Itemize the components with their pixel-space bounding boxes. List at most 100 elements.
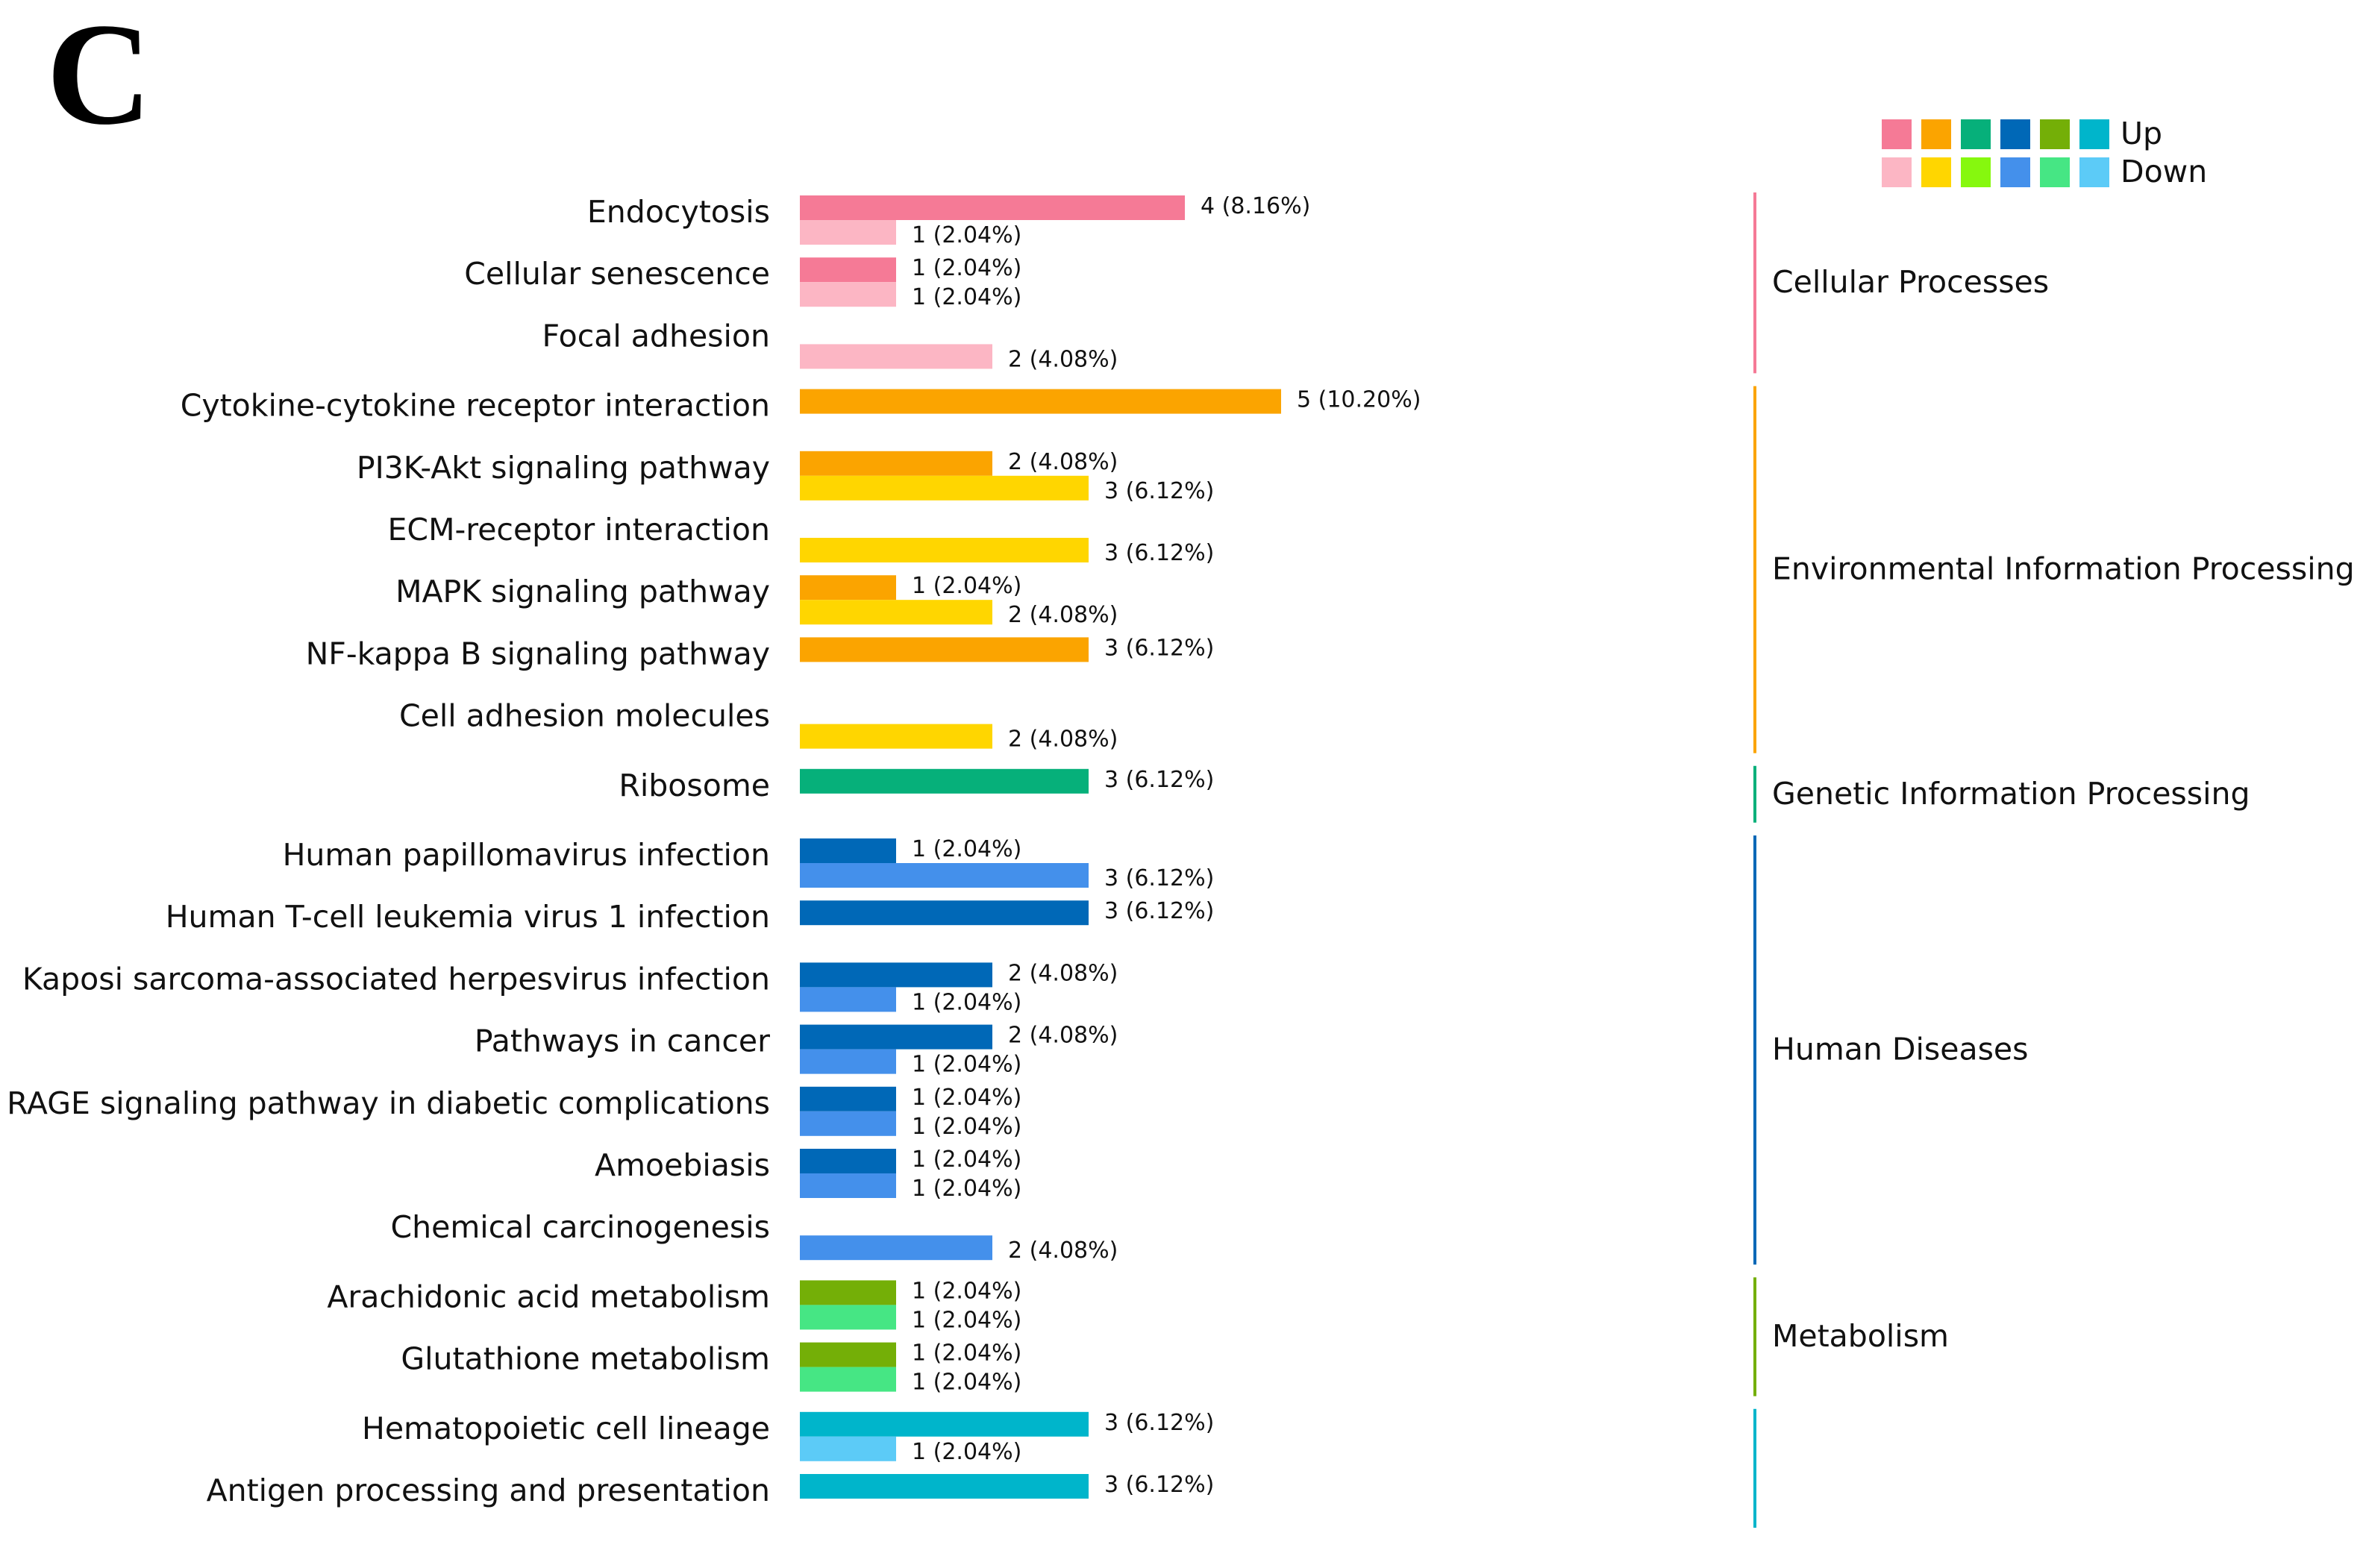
category-label-human-t-cell-leukemia-virus-1-infection: Human T-cell leukemia virus 1 infection [166, 899, 770, 935]
value-label-down-rage-signaling-pathway-in-diabetic-complications: 1 (2.04%) [912, 1114, 1021, 1140]
value-label-down-kaposi-sarcoma-associated-herpesvirus-infection: 1 (2.04%) [912, 989, 1021, 1015]
bar-up-ribosome [800, 768, 1089, 794]
value-label-down-arachidonic-acid-metabolism: 1 (2.04%) [912, 1307, 1021, 1333]
value-label-up-hematopoietic-cell-lineage: 3 (6.12%) [1104, 1410, 1214, 1436]
bar-up-kaposi-sarcoma-associated-herpesvirus-infection [800, 962, 992, 988]
bar-up-pathways-in-cancer [800, 1024, 992, 1050]
bar-up-arachidonic-acid-metabolism [800, 1280, 896, 1305]
category-label-pi3k-akt-signaling-pathway: PI3K-Akt signaling pathway [357, 450, 770, 486]
category-label-nf-kappa-b-signaling-pathway: NF-kappa B signaling pathway [306, 636, 770, 671]
category-label-kaposi-sarcoma-associated-herpesvirus-infection: Kaposi sarcoma-associated herpesvirus in… [22, 961, 770, 997]
value-label-down-endocytosis: 1 (2.04%) [912, 222, 1021, 248]
bar-down-pi3k-akt-signaling-pathway [800, 475, 1089, 501]
value-label-up-amoebiasis: 1 (2.04%) [912, 1147, 1021, 1173]
legend-swatch-down [2040, 157, 2070, 187]
legend-swatch-down [1921, 157, 1951, 187]
category-label-human-papillomavirus-infection: Human papillomavirus infection [283, 837, 770, 873]
bar-up-pi3k-akt-signaling-pathway [800, 451, 992, 476]
value-label-up-mapk-signaling-pathway: 1 (2.04%) [912, 573, 1021, 599]
value-label-up-cellular-senescence: 1 (2.04%) [912, 255, 1021, 281]
bar-down-arachidonic-acid-metabolism [800, 1305, 896, 1330]
bar-up-cellular-senescence [800, 257, 896, 283]
bar-up-hematopoietic-cell-lineage [800, 1411, 1089, 1437]
category-label-ribosome: Ribosome [619, 768, 770, 803]
bar-down-cell-adhesion-molecules [800, 724, 992, 749]
legend-swatch-up [2040, 119, 2070, 149]
value-label-down-focal-adhesion: 2 (4.08%) [1008, 346, 1118, 372]
value-label-up-arachidonic-acid-metabolism: 1 (2.04%) [912, 1278, 1021, 1304]
group-label-human-diseases: Human Diseases [1772, 1032, 2029, 1067]
category-label-pathways-in-cancer: Pathways in cancer [475, 1023, 770, 1059]
bar-up-antigen-processing-and-presentation [800, 1474, 1089, 1499]
value-label-down-hematopoietic-cell-lineage: 1 (2.04%) [912, 1439, 1021, 1465]
bar-down-human-papillomavirus-infection [800, 863, 1089, 888]
category-label-endocytosis: Endocytosis [587, 194, 770, 230]
legend-swatch-up [2079, 119, 2109, 149]
bar-down-pathways-in-cancer [800, 1049, 896, 1074]
legend-swatch-up [2000, 119, 2030, 149]
group-label-metabolism: Metabolism [1772, 1318, 1949, 1354]
group-brackets: Cellular Processes Environmental Informat… [1753, 192, 2355, 1528]
value-label-down-glutathione-metabolism: 1 (2.04%) [912, 1370, 1021, 1396]
bar-up-cytokine-cytokine-receptor-interaction [800, 389, 1281, 414]
bar-down-focal-adhesion [800, 344, 992, 369]
value-label-down-human-papillomavirus-infection: 3 (6.12%) [1104, 865, 1214, 891]
category-label-focal-adhesion: Focal adhesion [542, 318, 770, 354]
legend-swatch-down [2079, 157, 2109, 187]
legend-swatch-down [1961, 157, 1991, 187]
bar-down-ecm-receptor-interaction [800, 538, 1089, 562]
value-label-down-chemical-carcinogenesis: 2 (4.08%) [1008, 1238, 1118, 1264]
bar-area: Endocytosis 4 (8.16%) 1 (2.04%) Cellular se… [7, 193, 1421, 1508]
bar-up-glutathione-metabolism [800, 1342, 896, 1367]
value-label-up-antigen-processing-and-presentation: 3 (6.12%) [1104, 1472, 1214, 1498]
legend-swatch-down [2000, 157, 2030, 187]
legend-up-label: Up [2121, 116, 2162, 151]
bar-up-human-t-cell-leukemia-virus-1-infection [800, 900, 1089, 926]
bar-down-chemical-carcinogenesis [800, 1235, 992, 1261]
category-label-arachidonic-acid-metabolism: Arachidonic acid metabolism [327, 1279, 770, 1314]
category-label-cytokine-cytokine-receptor-interaction: Cytokine-cytokine receptor interaction [181, 388, 770, 424]
value-label-down-cellular-senescence: 1 (2.04%) [912, 284, 1021, 310]
category-label-hematopoietic-cell-lineage: Hematopoietic cell lineage [362, 1411, 770, 1446]
legend-swatch-down [1882, 157, 1912, 187]
bar-up-amoebiasis [800, 1149, 896, 1173]
bar-up-mapk-signaling-pathway [800, 575, 896, 600]
category-label-rage-signaling-pathway-in-diabetic-complications: RAGE signaling pathway in diabetic compl… [7, 1085, 770, 1121]
legend-down-label: Down [2121, 154, 2207, 189]
category-label-chemical-carcinogenesis: Chemical carcinogenesis [391, 1209, 770, 1245]
category-label-mapk-signaling-pathway: MAPK signaling pathway [395, 574, 770, 609]
group-label-environmental-information-processing: Environmental Information Processing [1772, 551, 2355, 587]
value-label-up-ribosome: 3 (6.12%) [1104, 767, 1214, 793]
value-label-down-pi3k-akt-signaling-pathway: 3 (6.12%) [1104, 478, 1214, 504]
value-label-up-nf-kappa-b-signaling-pathway: 3 (6.12%) [1104, 635, 1214, 661]
category-label-antigen-processing-and-presentation: Antigen processing and presentation [207, 1473, 770, 1508]
bar-up-human-papillomavirus-infection [800, 838, 896, 863]
category-label-cell-adhesion-molecules: Cell adhesion molecules [399, 698, 770, 734]
bar-down-cellular-senescence [800, 282, 896, 307]
value-label-down-amoebiasis: 1 (2.04%) [912, 1176, 1021, 1202]
value-label-down-pathways-in-cancer: 1 (2.04%) [912, 1052, 1021, 1078]
value-label-up-pi3k-akt-signaling-pathway: 2 (4.08%) [1008, 449, 1118, 475]
bar-down-mapk-signaling-pathway [800, 600, 992, 625]
value-label-up-pathways-in-cancer: 2 (4.08%) [1008, 1023, 1118, 1049]
value-label-down-mapk-signaling-pathway: 2 (4.08%) [1008, 602, 1118, 628]
value-label-up-cytokine-cytokine-receptor-interaction: 5 (10.20%) [1297, 387, 1421, 413]
category-label-amoebiasis: Amoebiasis [595, 1147, 770, 1183]
category-label-ecm-receptor-interaction: ECM-receptor interaction [388, 512, 770, 548]
legend-swatch-up [1961, 119, 1991, 149]
bar-up-rage-signaling-pathway-in-diabetic-complications [800, 1086, 896, 1111]
value-label-up-glutathione-metabolism: 1 (2.04%) [912, 1340, 1021, 1367]
legend-swatch-up [1882, 119, 1912, 149]
bar-down-hematopoietic-cell-lineage [800, 1436, 896, 1461]
bar-down-endocytosis [800, 220, 896, 245]
value-label-up-endocytosis: 4 (8.16%) [1201, 193, 1310, 219]
bar-down-glutathione-metabolism [800, 1367, 896, 1392]
value-label-down-ecm-receptor-interaction: 3 (6.12%) [1104, 540, 1214, 566]
value-label-up-rage-signaling-pathway-in-diabetic-complications: 1 (2.04%) [912, 1085, 1021, 1111]
bar-down-kaposi-sarcoma-associated-herpesvirus-infection [800, 987, 896, 1012]
group-label-cellular-processes: Cellular Processes [1772, 264, 2049, 300]
panel-label: C [46, 0, 152, 155]
